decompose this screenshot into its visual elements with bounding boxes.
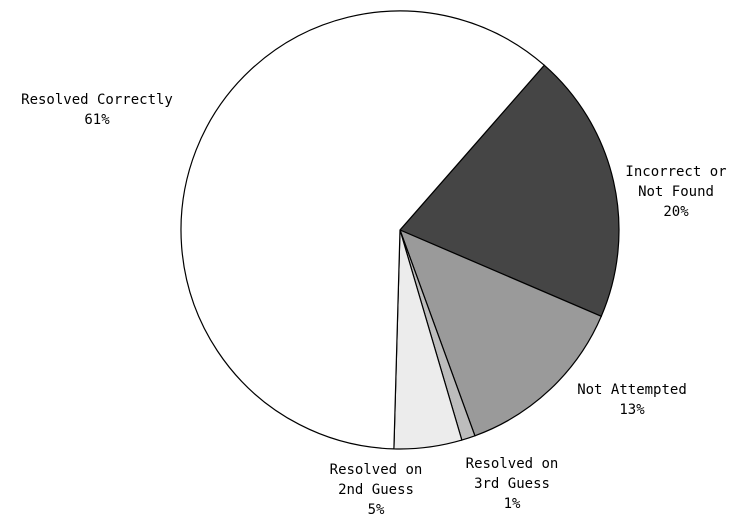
pie-slice-4: [180, 10, 546, 450]
slice-name-label: Not Attempted: [577, 382, 687, 398]
slice-name-label: Not Found: [638, 184, 714, 200]
slice-name-label: 2nd Guess: [338, 482, 414, 498]
pie-slice-0: [399, 64, 620, 318]
slice-name-label: Resolved Correctly: [21, 92, 173, 108]
pie-slices: [180, 10, 620, 450]
slice-percent-label: 20%: [663, 204, 689, 220]
pie-slice-1: [398, 228, 603, 437]
pie-labels: Incorrect or Not Found 20% Not Attempted 13%…: [21, 92, 726, 518]
slice-name-label: Incorrect or: [625, 164, 726, 180]
slice-percent-label: 5%: [368, 502, 385, 518]
slice-percent-label: 1%: [504, 496, 521, 512]
slice-percent-label: 13%: [619, 402, 645, 418]
slice-name-label: Resolved on: [466, 456, 559, 472]
slice-name-label: 3rd Guess: [474, 476, 550, 492]
slice-percent-label: 61%: [84, 112, 110, 128]
slice-name-label: Resolved on: [330, 462, 423, 478]
